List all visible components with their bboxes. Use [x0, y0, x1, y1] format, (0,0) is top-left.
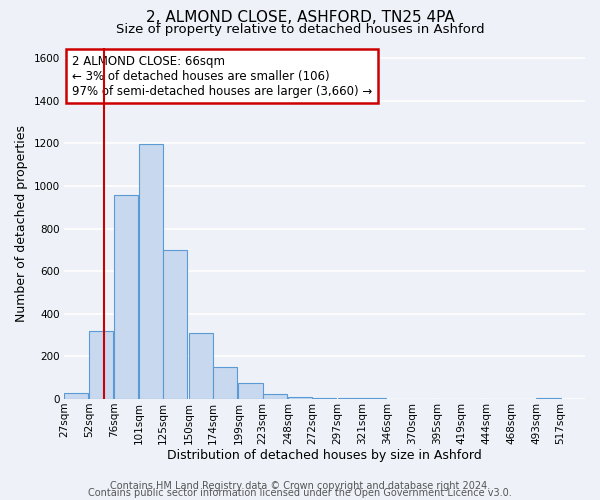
Bar — [213, 367, 237, 399]
Text: Size of property relative to detached houses in Ashford: Size of property relative to detached ho… — [116, 22, 484, 36]
Bar — [139, 144, 163, 399]
Text: 2 ALMOND CLOSE: 66sqm
← 3% of detached houses are smaller (106)
97% of semi-deta: 2 ALMOND CLOSE: 66sqm ← 3% of detached h… — [72, 54, 372, 98]
Bar — [163, 250, 187, 399]
Bar — [263, 394, 287, 399]
Text: Contains HM Land Registry data © Crown copyright and database right 2024.: Contains HM Land Registry data © Crown c… — [110, 481, 490, 491]
Text: Contains public sector information licensed under the Open Government Licence v3: Contains public sector information licen… — [88, 488, 512, 498]
Bar — [89, 331, 113, 399]
Bar — [338, 398, 362, 399]
Bar — [189, 333, 213, 399]
Bar — [288, 397, 312, 399]
Bar — [64, 392, 88, 399]
Bar — [238, 383, 263, 399]
Text: 2, ALMOND CLOSE, ASHFORD, TN25 4PA: 2, ALMOND CLOSE, ASHFORD, TN25 4PA — [146, 10, 454, 25]
Bar — [536, 398, 560, 399]
Bar — [313, 398, 337, 399]
Bar — [362, 398, 386, 399]
Y-axis label: Number of detached properties: Number of detached properties — [15, 125, 28, 322]
X-axis label: Distribution of detached houses by size in Ashford: Distribution of detached houses by size … — [167, 450, 482, 462]
Bar — [114, 194, 138, 399]
